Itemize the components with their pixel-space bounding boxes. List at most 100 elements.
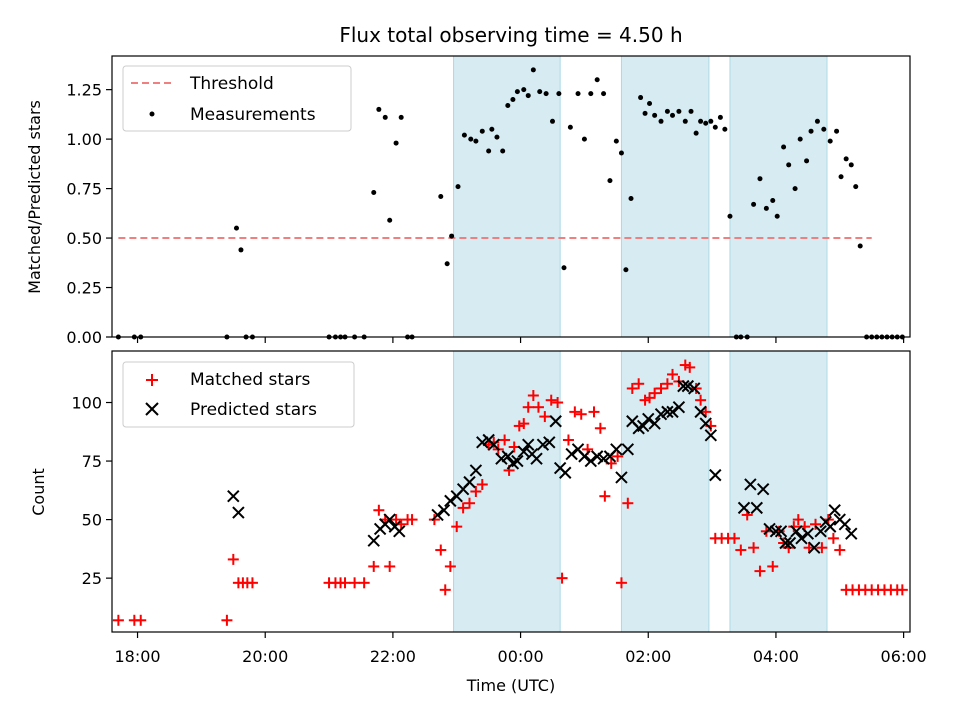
predicted-star-marker-61 [756, 482, 770, 496]
matched-star-marker-17 [373, 504, 385, 516]
measurement-point-43 [549, 118, 555, 124]
matched-star-marker-52 [588, 406, 600, 418]
matched-star-marker-47 [556, 572, 568, 584]
shaded-interval-2 [620, 55, 710, 338]
measurement-point-48 [581, 136, 587, 142]
measurement-point-97 [857, 243, 863, 249]
matched-star-marker-56 [612, 450, 624, 462]
shaded-interval-3 [729, 55, 828, 338]
matched-star-marker-80 [748, 542, 760, 554]
shaded-interval-1 [453, 55, 561, 338]
bottom-panel: 25 50 75 100 18:00 20:00 22:00 00:00 02:00 04:00… [29, 350, 927, 695]
predicted-star-marker-41 [621, 443, 635, 456]
legend-predicted-symbol [145, 402, 159, 416]
legend-matched-label: Matched stars [190, 370, 310, 390]
predicted-star-marker-44 [636, 419, 650, 433]
measurement-point-87 [804, 158, 810, 164]
bottom-y-axis-label: Count [29, 468, 48, 516]
measurement-point-89 [814, 118, 820, 124]
matched-star-marker-92 [816, 542, 828, 554]
predicted-star-marker-2 [232, 506, 245, 519]
matched-star-marker-78 [735, 544, 747, 556]
bottom-y-tick-label-4: 100 [71, 394, 102, 413]
matched-star-marker-95 [834, 544, 846, 556]
matched-star-marker-4 [221, 614, 233, 626]
measurement-point-90 [821, 126, 827, 132]
measurement-point-91 [827, 138, 833, 144]
x-axis-label: Time (UTC) [466, 676, 555, 695]
measurement-point-93 [838, 174, 844, 180]
measurement-point-42 [543, 91, 549, 97]
predicted-star-marker-8 [393, 525, 406, 538]
measurement-point-53 [613, 138, 619, 144]
measurement-point-26 [455, 184, 461, 190]
matched-star-marker-77 [728, 532, 740, 544]
measurement-point-16 [376, 106, 382, 112]
matched-star-marker-46 [552, 397, 564, 409]
matched-star-marker-83 [767, 560, 779, 572]
predicted-star-marker-50 [672, 400, 686, 414]
predicted-star-marker-46 [648, 417, 661, 430]
measurement-point-51 [601, 91, 607, 97]
matched-star-marker-59 [626, 382, 638, 394]
measurement-point-83 [781, 144, 787, 150]
matched-star-marker-48 [562, 434, 574, 446]
measurement-point-81 [770, 197, 776, 203]
measurement-point-5 [233, 225, 239, 231]
predicted-star-marker-68 [795, 532, 808, 545]
top-y-ticks: 0.00 0.25 0.50 0.75 1.00 1.25 [66, 81, 112, 347]
measurement-point-85 [792, 186, 798, 192]
predicted-star-marker-70 [808, 541, 821, 554]
legend-matched-symbol [146, 374, 158, 386]
measurement-point-72 [717, 114, 723, 120]
matched-star-marker-81 [754, 565, 766, 577]
bottom-axes-frame [111, 350, 911, 633]
bottom-x-ticks: 18:00 20:00 22:00 00:00 02:00 04:00 06:00 [114, 632, 927, 666]
matched-star-marker-13 [339, 577, 351, 589]
measurement-point-96 [853, 184, 859, 190]
bottom-y-tick-label-1: 25 [82, 569, 102, 588]
predicted-star-marker-6 [383, 513, 396, 526]
measurement-point-36 [510, 97, 516, 103]
measurement-point-61 [658, 118, 664, 124]
predicted-star-marker-77 [845, 527, 858, 540]
predicted-star-marker-34 [578, 450, 591, 463]
matched-star-marker-71 [695, 394, 707, 406]
predicted-star-marker-40 [615, 471, 628, 484]
predicted-star-marker-14 [463, 475, 476, 489]
predicted-star-marker-32 [565, 447, 578, 461]
predicted-star-marker-1 [227, 489, 240, 503]
top-y-axis-label: Matched/Predicted stars [25, 100, 44, 294]
top-y-tick-label-6: 1.25 [66, 81, 102, 100]
matched-star-marker-30 [464, 497, 476, 509]
bottom-y-tick-label-3: 75 [82, 452, 102, 471]
measurement-point-19 [393, 140, 399, 146]
measurement-point-64 [676, 108, 682, 114]
matched-star-marker-45 [545, 394, 557, 406]
measurement-point-49 [588, 91, 594, 97]
matched-star-marker-26 [439, 584, 451, 596]
matched-star-marker-19 [384, 560, 396, 572]
measurement-point-80 [763, 205, 769, 211]
predicted-star-marker-24 [522, 438, 535, 451]
predicted-star-marker-48 [661, 405, 674, 419]
measurement-point-25 [449, 233, 455, 239]
shaded-interval-3 [729, 350, 828, 633]
measurement-point-46 [567, 124, 573, 130]
measurement-point-39 [525, 93, 531, 99]
chart-title: Flux total observing time = 4.50 h [339, 23, 682, 47]
matched-star-marker-70 [690, 382, 702, 394]
predicted-star-marker-26 [530, 452, 543, 465]
matched-star-marker-41 [522, 401, 534, 413]
x-tick-label-7: 06:00 [881, 647, 927, 666]
top-shaded-intervals [453, 55, 828, 338]
measurement-point-58 [642, 110, 648, 116]
measurement-point-37 [514, 89, 520, 95]
matched-star-marker-69 [684, 361, 696, 373]
matched-star-marker-14 [349, 577, 361, 589]
measurement-point-38 [521, 87, 527, 93]
measurement-point-63 [670, 112, 676, 118]
predicted-star-marker-31 [559, 466, 572, 479]
matched-star-marker-49 [569, 406, 581, 418]
measurement-point-30 [479, 128, 485, 134]
